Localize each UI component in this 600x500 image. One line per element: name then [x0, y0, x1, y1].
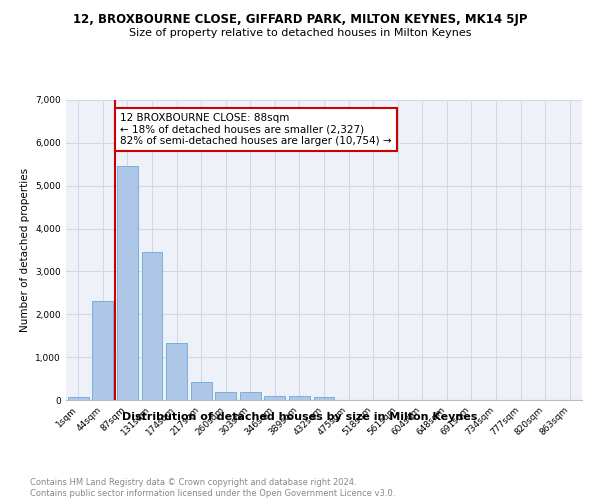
Bar	[215, 392, 236, 400]
Y-axis label: Number of detached properties: Number of detached properties	[20, 168, 30, 332]
Bar	[314, 397, 334, 400]
Bar	[289, 396, 310, 400]
Text: 12 BROXBOURNE CLOSE: 88sqm
← 18% of detached houses are smaller (2,327)
82% of s: 12 BROXBOURNE CLOSE: 88sqm ← 18% of deta…	[120, 113, 392, 146]
Bar	[240, 392, 261, 400]
Text: Size of property relative to detached houses in Milton Keynes: Size of property relative to detached ho…	[129, 28, 471, 38]
Text: 12, BROXBOURNE CLOSE, GIFFARD PARK, MILTON KEYNES, MK14 5JP: 12, BROXBOURNE CLOSE, GIFFARD PARK, MILT…	[73, 12, 527, 26]
Bar	[117, 166, 138, 400]
Bar	[142, 252, 163, 400]
Bar	[265, 396, 286, 400]
Text: Distribution of detached houses by size in Milton Keynes: Distribution of detached houses by size …	[122, 412, 478, 422]
Bar	[191, 382, 212, 400]
Bar	[92, 302, 113, 400]
Bar	[166, 344, 187, 400]
Text: Contains HM Land Registry data © Crown copyright and database right 2024.
Contai: Contains HM Land Registry data © Crown c…	[30, 478, 395, 498]
Bar	[68, 397, 89, 400]
